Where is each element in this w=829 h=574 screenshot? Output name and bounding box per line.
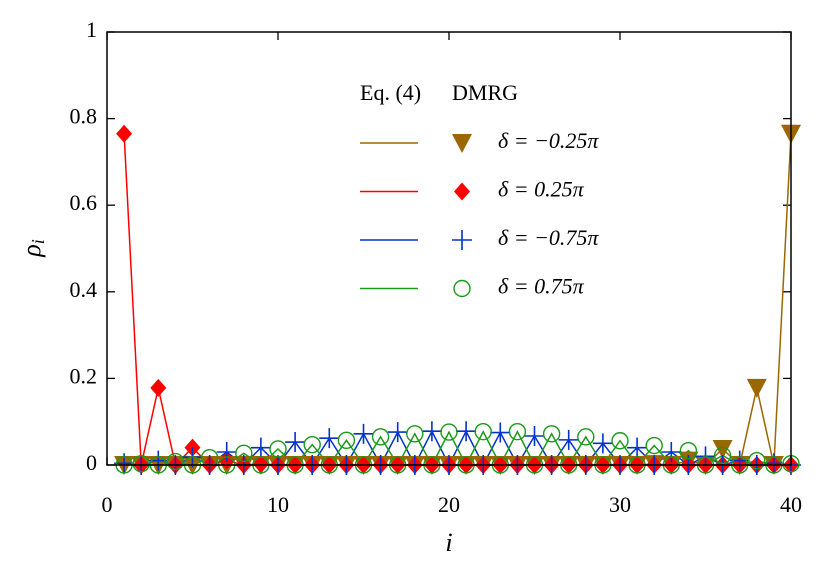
y-axis-label-subscript: i [28,239,48,244]
marker [216,442,237,463]
marker [150,378,167,397]
marker [303,435,321,454]
x-tick-label: 20 [438,492,460,517]
y-tick-label: 0.4 [70,277,98,302]
marker [748,451,766,470]
marker [542,425,561,443]
marker [166,452,185,471]
marker [116,124,133,143]
marker [490,422,511,443]
x-axis-label: i [445,528,452,557]
legend-label: δ = −0.75π [498,225,599,250]
legend-header: Eq. (4) [360,80,421,105]
series-line [124,133,792,467]
marker [577,428,595,446]
marker [679,442,698,460]
marker [252,455,269,474]
marker [645,436,663,455]
x-tick-label: 40 [780,492,802,517]
marker [387,422,408,443]
x-tick-label: 0 [102,492,113,517]
legend-label: δ = 0.25π [498,177,585,202]
y-tick-label: 0.8 [70,104,98,129]
series-line [123,133,791,467]
legend-marker [453,279,471,298]
marker [611,432,629,450]
marker [337,431,356,450]
marker [713,446,732,465]
marker [269,440,287,458]
x-tick-label: 30 [609,492,631,517]
legend-marker [454,182,470,201]
y-axis-label-symbol: ρ [17,244,46,257]
y-tick-label: 1 [86,17,97,42]
legend-label: δ = 0.75π [498,274,585,299]
y-tick-label: 0.2 [70,363,98,388]
marker [508,422,527,441]
legend-marker [452,230,472,250]
marker [235,444,253,463]
marker [627,437,648,458]
marker [353,423,374,444]
marker [421,421,442,442]
marker [558,429,579,450]
marker [132,455,150,473]
marker [592,433,613,454]
legend-label: δ = −0.25π [498,128,599,153]
marker [250,437,271,458]
y-tick-label: 0 [86,450,97,475]
plot-frame [106,31,792,466]
marker [456,421,477,442]
marker [661,442,682,463]
x-tick-label: 10 [267,492,289,517]
marker [440,423,458,441]
marker [474,422,492,441]
y-axis-label: ρi [17,239,48,258]
legend-marker [452,134,472,153]
y-tick-label: 0.6 [70,190,98,215]
marker [524,425,545,446]
marker [371,428,390,446]
marker [746,378,767,398]
marker [712,439,733,459]
marker [285,432,306,453]
marker [319,428,340,449]
marker [406,425,424,443]
legend-header: DMRG [452,80,518,105]
